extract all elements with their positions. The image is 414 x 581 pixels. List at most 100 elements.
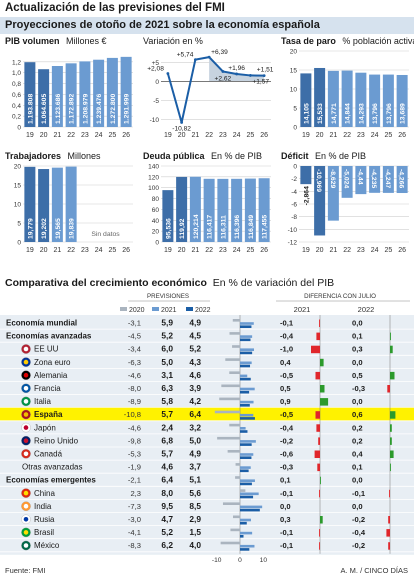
data-point bbox=[180, 121, 184, 124]
x-tick-label: 25 bbox=[384, 132, 392, 139]
x-tick-label: 25 bbox=[246, 132, 254, 139]
value-2021: 6,8 bbox=[161, 435, 173, 445]
bar-value-label: 14,844 bbox=[345, 103, 352, 124]
diff-value: 0,2 bbox=[352, 423, 363, 432]
legend-label: 2022 bbox=[195, 307, 211, 314]
flag-mark bbox=[23, 425, 29, 430]
x-tick-label: 19 bbox=[26, 247, 34, 254]
bar-value-label: 117,455 bbox=[262, 215, 269, 239]
bar-value-label: 1.193.808 bbox=[27, 94, 34, 124]
bar-value-label: 1.272.800 bbox=[110, 94, 117, 124]
flag-icon-ru bbox=[21, 514, 31, 525]
bar bbox=[244, 178, 256, 242]
flag-mark bbox=[23, 399, 29, 404]
x-tick-label: 19 bbox=[26, 132, 34, 139]
diff-bar bbox=[390, 371, 395, 380]
flag-mark bbox=[23, 386, 29, 391]
diff-bar bbox=[318, 437, 320, 445]
diff-value: -0,2 bbox=[352, 515, 365, 524]
row-label: India bbox=[34, 502, 52, 511]
flag-icon-de bbox=[21, 370, 31, 380]
x-tick-label: 20 bbox=[178, 132, 186, 139]
x-tick-label: 22 bbox=[67, 247, 75, 254]
point-value-label: +2,08 bbox=[147, 65, 164, 72]
diff-year-label: 2021 bbox=[294, 305, 311, 314]
value-2022: 4,9 bbox=[189, 318, 201, 328]
mini-bar bbox=[225, 358, 240, 361]
value-2022: 3,7 bbox=[189, 462, 201, 472]
data-point bbox=[235, 72, 239, 76]
diff-value: 0,9 bbox=[280, 397, 291, 406]
x-tick-label: 23 bbox=[219, 247, 227, 254]
value-2020: -1,9 bbox=[128, 463, 141, 472]
flag-mark bbox=[23, 372, 29, 378]
mini-bar bbox=[240, 427, 246, 430]
value-2020: -10,8 bbox=[124, 410, 141, 419]
y-tick-label: 0 bbox=[293, 164, 297, 171]
diff-value: 0,1 bbox=[280, 476, 291, 485]
forecast-area bbox=[209, 57, 265, 82]
bar bbox=[355, 166, 367, 195]
x-tick-label: 25 bbox=[246, 247, 254, 254]
mini-bar bbox=[240, 548, 250, 551]
row-label: Italia bbox=[34, 397, 51, 406]
value-2020: -3,4 bbox=[128, 345, 141, 354]
bar-value-label: 119,92 bbox=[179, 218, 186, 239]
x-tick-label: 22 bbox=[205, 132, 213, 139]
y-tick-label: 1,2 bbox=[12, 59, 21, 66]
x-tick-label: 20 bbox=[316, 132, 324, 139]
value-2020: -2,1 bbox=[128, 476, 141, 485]
mini-bar bbox=[222, 502, 240, 505]
flag-mark bbox=[23, 530, 29, 535]
bar bbox=[38, 69, 50, 127]
x-tick-label: 25 bbox=[108, 132, 116, 139]
panel-unit-text: Variación en % bbox=[143, 36, 203, 46]
row-label: Brasil bbox=[34, 528, 54, 537]
value-2021: 3,1 bbox=[161, 370, 173, 380]
bar bbox=[369, 166, 381, 193]
mini-bar bbox=[240, 387, 255, 391]
diff-value: 0,0 bbox=[280, 502, 291, 511]
y-tick-label: -12 bbox=[288, 240, 298, 247]
mini-bar bbox=[229, 423, 240, 427]
diff-value: 0,4 bbox=[352, 450, 363, 459]
diff-value: -0,1 bbox=[280, 528, 294, 537]
mini-bar bbox=[240, 351, 253, 355]
legend-label: 2021 bbox=[161, 307, 177, 314]
mini-bar bbox=[220, 541, 240, 545]
mini-bar bbox=[240, 453, 254, 456]
y-tick-label: 10 bbox=[290, 87, 298, 94]
y-tick-label: +5 bbox=[152, 60, 160, 67]
bar bbox=[203, 178, 215, 242]
diff-value: 0,5 bbox=[352, 371, 363, 380]
diff-value: -0,2 bbox=[280, 436, 293, 445]
bar-value-label: 13,796 bbox=[372, 103, 379, 124]
mini-bar bbox=[240, 440, 256, 443]
value-2022: 5,1 bbox=[189, 475, 201, 485]
panel-title-text: Déficit bbox=[281, 151, 309, 161]
y-tick-label: 0 bbox=[155, 240, 159, 247]
bar bbox=[341, 166, 353, 198]
mini-bar bbox=[229, 371, 240, 374]
bar-value-label: 15,533 bbox=[317, 103, 324, 124]
value-2020: -3,0 bbox=[128, 515, 141, 524]
credit-note: A. M. / CINCO DÍAS bbox=[340, 566, 408, 575]
mini-bar bbox=[240, 338, 251, 342]
row-label: Alemania bbox=[34, 371, 68, 380]
x-tick-label: 23 bbox=[81, 132, 89, 139]
value-2022: 2,9 bbox=[189, 514, 201, 524]
diff-year-label: 2022 bbox=[358, 305, 375, 314]
bar bbox=[176, 176, 188, 242]
row-label: Japón bbox=[34, 423, 56, 432]
data-point bbox=[221, 70, 225, 73]
bar bbox=[51, 167, 63, 242]
mini-bar bbox=[235, 463, 240, 466]
series-line bbox=[166, 56, 265, 123]
panel-title-text: Deuda pública bbox=[143, 151, 205, 161]
y-tick-label: 0,8 bbox=[12, 81, 21, 88]
diff-value: 0,1 bbox=[352, 463, 363, 472]
diff-bar bbox=[390, 411, 396, 419]
x-tick-label: 21 bbox=[329, 132, 337, 139]
x-tick-label: 21 bbox=[191, 132, 199, 139]
mini-bar bbox=[240, 489, 246, 492]
